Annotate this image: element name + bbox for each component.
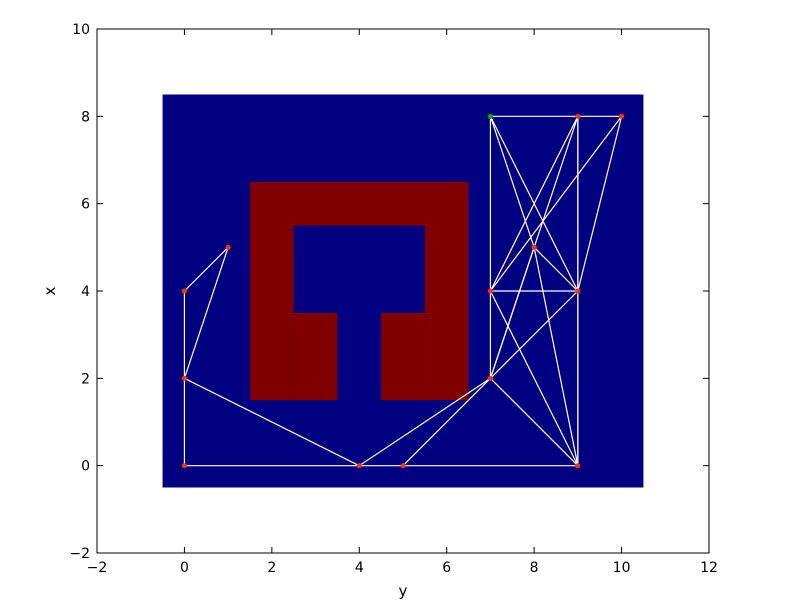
graph-edge xyxy=(489,290,579,466)
x-tick-label: −2 xyxy=(87,560,108,576)
graph-node xyxy=(575,113,581,119)
x-tick-label: 2 xyxy=(267,560,276,576)
y-tick-label: 8 xyxy=(81,109,90,125)
x-tick-label: 6 xyxy=(442,560,451,576)
x-tick-label: 0 xyxy=(180,560,189,576)
graph-edge xyxy=(358,377,491,467)
obstacle-block xyxy=(250,181,469,226)
x-axis-label: y xyxy=(399,582,408,600)
y-tick-label: 10 xyxy=(72,22,90,38)
x-tick-label: 12 xyxy=(700,560,718,576)
graph-node xyxy=(181,288,188,294)
graph-edge xyxy=(184,377,360,467)
y-tick-label: −2 xyxy=(69,546,90,562)
graph-node xyxy=(181,463,188,469)
graph-node xyxy=(487,288,494,294)
graph-node xyxy=(356,463,362,469)
x-tick-label: 4 xyxy=(355,560,364,576)
plot-area xyxy=(162,94,644,488)
y-tick-label: 2 xyxy=(81,371,90,387)
x-tick-label: 10 xyxy=(613,560,631,576)
y-axis-label: x xyxy=(41,286,59,295)
graph-node xyxy=(618,113,625,119)
graph-node xyxy=(575,463,581,469)
graph-edge xyxy=(533,246,579,292)
graph-edge xyxy=(489,115,623,292)
x-tick-label: 8 xyxy=(530,560,539,576)
y-tick-label: 6 xyxy=(81,197,90,213)
y-tick-label: 4 xyxy=(81,284,90,300)
graph-edge xyxy=(490,377,579,467)
graph-node xyxy=(181,375,188,381)
graph-edge xyxy=(183,247,229,379)
graph-node xyxy=(487,113,494,119)
y-tick-label: 0 xyxy=(81,459,90,475)
graph-edge xyxy=(184,246,229,292)
obstacle-block xyxy=(293,312,338,401)
graph-edge xyxy=(533,247,579,466)
obstacle-block xyxy=(381,312,425,401)
graph-edge xyxy=(489,247,535,379)
graph-node xyxy=(400,463,406,469)
graph-edge xyxy=(489,116,579,292)
obstacle-block xyxy=(250,225,294,401)
graph-node xyxy=(487,375,494,381)
obstacle-block xyxy=(424,225,469,401)
graph-edge xyxy=(489,116,535,248)
graph-node xyxy=(225,244,231,250)
axis-ticks: −2 0 2 4 6 8 10 12 −2 0 2 4 6 8 10 xyxy=(69,22,718,576)
graph-node xyxy=(531,244,537,250)
graph-edge xyxy=(577,116,623,292)
graph-node xyxy=(575,288,581,294)
